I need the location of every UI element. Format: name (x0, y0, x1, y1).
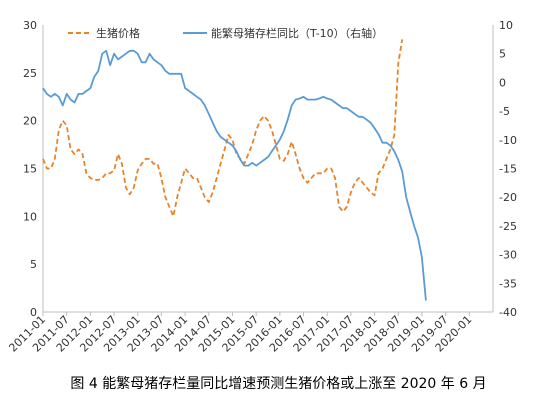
left-tick-label: 5 (30, 258, 37, 271)
left-tick-label: 30 (23, 19, 37, 32)
left-tick-label: 20 (23, 115, 37, 128)
chart-axes (42, 25, 494, 313)
left-tick-label: 0 (30, 306, 37, 319)
series-line-hog-price (42, 39, 404, 218)
left-axis-ticks: 0 5 10 15 20 25 30 (23, 19, 37, 319)
x-axis-ticks: 2011-012011-072012-012012-072013-012013-… (6, 312, 474, 355)
right-tick-label: -25 (499, 220, 517, 233)
legend-label: 能繁母猪存栏同比（T-10）（右轴） (211, 26, 383, 40)
right-tick-label: -30 (499, 249, 517, 262)
right-tick-label: -35 (499, 277, 517, 290)
right-tick-label: -10 (499, 134, 517, 147)
right-tick-label: 0 (499, 76, 506, 89)
figure-caption: 图 4 能繁母猪存栏量同比增速预测生猪价格或上涨至 2020 年 6 月 (70, 376, 487, 392)
right-tick-label: -40 (499, 306, 517, 319)
right-tick-label: -15 (499, 163, 517, 176)
left-tick-label: 10 (23, 210, 37, 223)
left-tick-label: 15 (23, 163, 37, 176)
left-tick-label: 25 (23, 67, 37, 80)
right-tick-label: -20 (499, 191, 517, 204)
series-layer (42, 39, 427, 301)
legend: 生猪价格 能繁母猪存栏同比（T-10）（右轴） (68, 26, 383, 40)
legend-label: 生猪价格 (96, 26, 140, 40)
right-tick-label: -5 (499, 105, 510, 118)
right-tick-label: 10 (499, 19, 513, 32)
series-line-sow-inventory-yoy (42, 49, 427, 301)
right-axis-ticks: -40 -35 -30 -25 -20 -15 -10 -5 0 5 10 (499, 19, 517, 319)
right-tick-label: 5 (499, 48, 506, 61)
